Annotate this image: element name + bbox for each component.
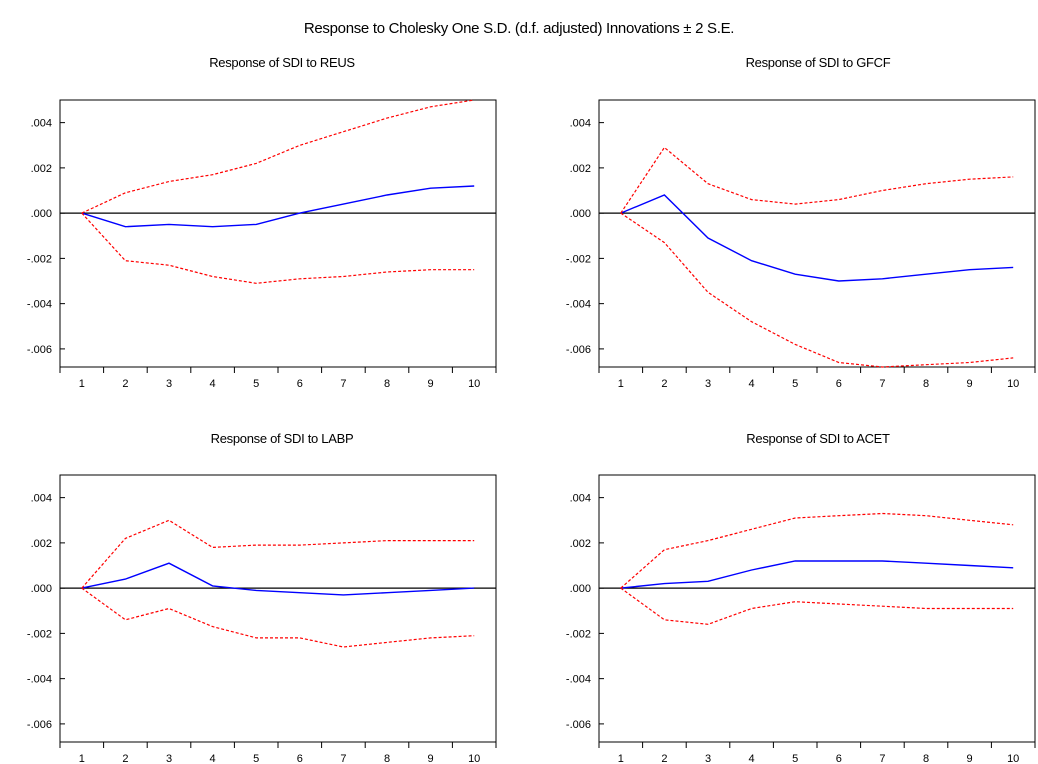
irf-panel-4: Response of SDI to ACET -.006 -.004 -.002 .0… — [566, 431, 1036, 764]
panel-title: Response of SDI to ACET — [746, 431, 890, 446]
y-tick-label: -.004 — [27, 299, 52, 311]
x-tick-label: 2 — [661, 378, 667, 390]
irf-panel-2: Response of SDI to GFCF -.006 -.004 -.002 .0… — [566, 55, 1036, 390]
x-tick-label: 7 — [340, 378, 346, 390]
x-tick-label: 6 — [297, 378, 303, 390]
irf-panel-1: Response of SDI to REUS -.006 -.004 -.002 .0… — [27, 55, 497, 390]
y-tick-label: .004 — [31, 118, 52, 130]
response-line — [620, 194, 1014, 282]
x-tick-label: 4 — [210, 753, 216, 764]
x-tick-label: 6 — [836, 753, 842, 764]
y-tick-label: .000 — [31, 583, 52, 595]
panel-title: Response of SDI to REUS — [209, 55, 355, 70]
y-tick-label: -.004 — [566, 299, 591, 311]
lower-band-line — [620, 587, 1014, 625]
x-tick-label: 9 — [428, 378, 434, 390]
x-tick-label: 5 — [792, 378, 798, 390]
x-tick-label: 9 — [428, 753, 434, 764]
y-tick-label: -.002 — [27, 253, 52, 265]
figure-title: Response to Cholesky One S.D. (d.f. adju… — [303, 20, 735, 37]
x-tick-label: 4 — [749, 378, 755, 390]
y-tick-label: .002 — [31, 538, 52, 550]
x-tick-label: 7 — [879, 753, 885, 764]
x-tick-label: 10 — [468, 753, 480, 764]
plot-frame — [59, 99, 497, 368]
x-tick-label: 1 — [618, 753, 624, 764]
x-tick-label: 2 — [122, 753, 128, 764]
plot-frame — [598, 99, 1036, 368]
x-tick-label: 5 — [253, 378, 259, 390]
y-tick-label: .004 — [570, 118, 591, 130]
y-tick-label: .000 — [31, 208, 52, 220]
y-tick-label: -.006 — [27, 344, 52, 356]
lower-band-line — [81, 212, 475, 284]
x-tick-label: 3 — [166, 753, 172, 764]
x-tick-label: 7 — [879, 378, 885, 390]
y-tick-label: -.004 — [566, 674, 591, 686]
y-tick-label: -.002 — [566, 253, 591, 265]
y-tick-label: .000 — [570, 208, 591, 220]
panel-title: Response of SDI to LABP — [211, 431, 354, 446]
plot-frame — [59, 474, 497, 743]
x-tick-label: 3 — [166, 378, 172, 390]
y-tick-label: .000 — [570, 583, 591, 595]
x-tick-label: 8 — [923, 753, 929, 764]
x-tick-label: 5 — [253, 753, 259, 764]
x-tick-label: 8 — [384, 378, 390, 390]
response-line — [81, 562, 475, 596]
x-tick-label: 1 — [79, 378, 85, 390]
y-tick-label: -.006 — [566, 344, 591, 356]
upper-band-line — [81, 519, 475, 589]
x-tick-label: 9 — [967, 753, 973, 764]
y-tick-label: -.002 — [566, 628, 591, 640]
x-tick-label: 2 — [122, 378, 128, 390]
x-tick-label: 5 — [792, 753, 798, 764]
x-tick-label: 10 — [1007, 753, 1019, 764]
y-tick-label: -.004 — [27, 674, 52, 686]
y-tick-label: -.002 — [27, 628, 52, 640]
x-tick-label: 6 — [836, 378, 842, 390]
y-tick-label: .002 — [570, 163, 591, 175]
lower-band-line — [620, 212, 1014, 368]
x-tick-label: 4 — [749, 753, 755, 764]
x-tick-label: 2 — [661, 753, 667, 764]
x-tick-label: 3 — [705, 753, 711, 764]
upper-band-line — [620, 512, 1014, 589]
x-tick-label: 1 — [79, 753, 85, 764]
panel-title: Response of SDI to GFCF — [746, 55, 891, 70]
x-tick-label: 8 — [384, 753, 390, 764]
y-tick-label: .004 — [31, 493, 52, 505]
x-tick-label: 7 — [340, 753, 346, 764]
response-line — [81, 185, 475, 228]
y-tick-label: .002 — [31, 163, 52, 175]
y-tick-label: -.006 — [566, 719, 591, 731]
x-tick-label: 9 — [967, 378, 973, 390]
y-tick-label: .002 — [570, 538, 591, 550]
x-tick-label: 6 — [297, 753, 303, 764]
irf-panel-3: Response of SDI to LABP -.006 -.004 -.002 .0… — [27, 431, 497, 764]
upper-band-line — [620, 146, 1014, 214]
x-tick-label: 1 — [618, 378, 624, 390]
upper-band-line — [81, 99, 475, 214]
y-tick-label: .004 — [570, 493, 591, 505]
lower-band-line — [81, 587, 475, 648]
x-tick-label: 10 — [468, 378, 480, 390]
x-tick-label: 8 — [923, 378, 929, 390]
y-tick-label: -.006 — [27, 719, 52, 731]
response-line — [620, 560, 1014, 589]
x-tick-label: 3 — [705, 378, 711, 390]
x-tick-label: 10 — [1007, 378, 1019, 390]
x-tick-label: 4 — [210, 378, 216, 390]
